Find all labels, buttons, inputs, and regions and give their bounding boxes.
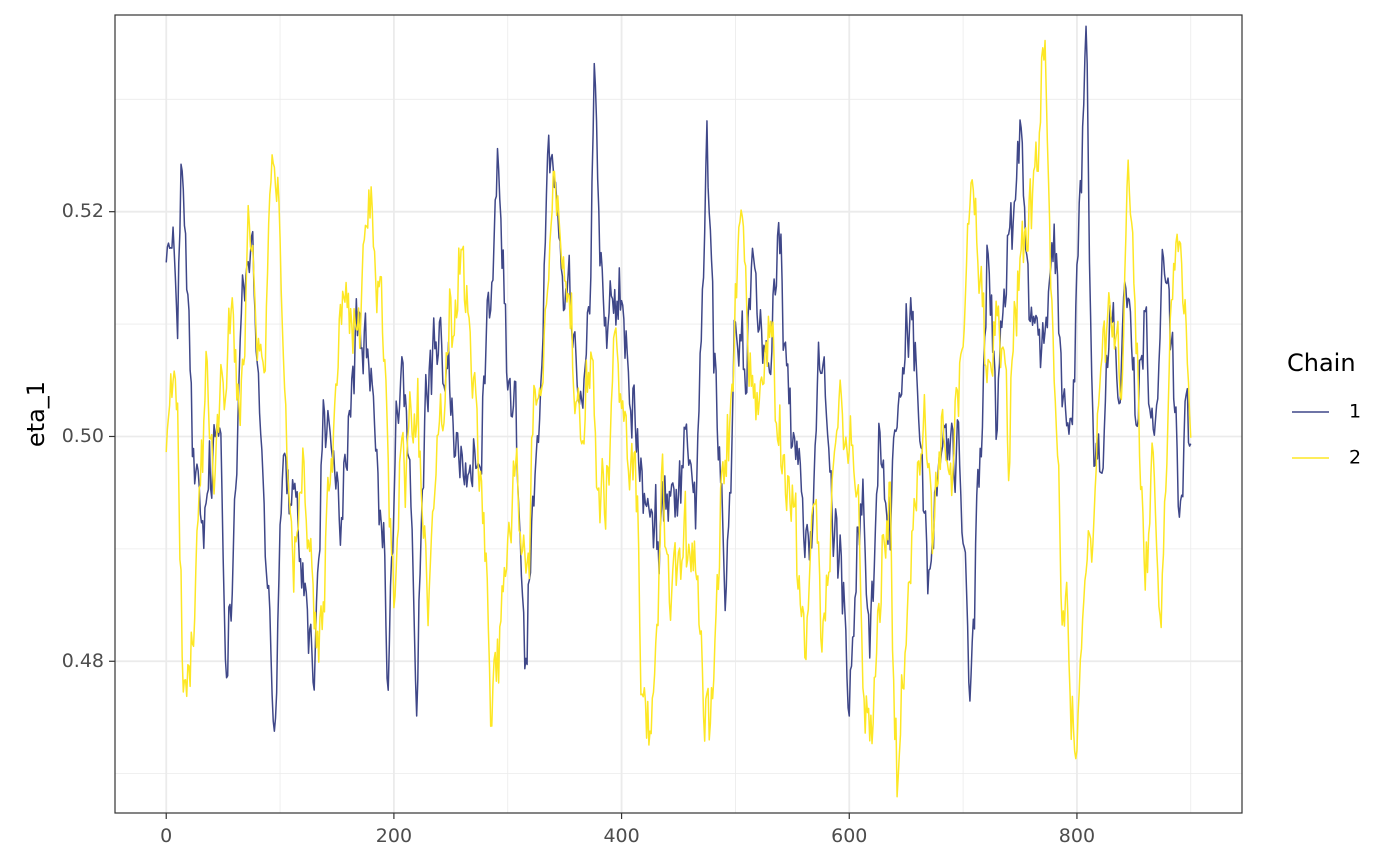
y-tick-label: 0.50 — [62, 425, 104, 447]
major-gridlines — [115, 15, 1242, 813]
x-tick-label: 800 — [1059, 825, 1095, 847]
x-axis: 0 200 400 600 800 — [160, 813, 1095, 847]
series-2-line — [165, 39, 1192, 798]
plot-panel-border — [114, 14, 1243, 814]
x-tick-label: 400 — [603, 825, 639, 847]
y-tick-label: 0.48 — [62, 650, 104, 672]
legend-label-2: 2 — [1349, 447, 1361, 469]
x-tick-label: 200 — [376, 825, 412, 847]
minor-gridlines — [115, 15, 1242, 813]
series-1-line — [165, 25, 1192, 732]
plot-panel-background — [115, 15, 1242, 813]
y-axis-title: eta_1 — [22, 381, 50, 447]
x-tick-label: 600 — [831, 825, 867, 847]
legend: Chain 1 2 — [1287, 349, 1361, 469]
y-axis: 0.48 0.50 0.52 — [62, 200, 115, 672]
y-tick-label: 0.52 — [62, 200, 104, 222]
legend-label-1: 1 — [1349, 401, 1361, 423]
x-tick-label: 0 — [160, 825, 172, 847]
series-lines — [165, 25, 1192, 798]
legend-title: Chain — [1287, 349, 1356, 377]
